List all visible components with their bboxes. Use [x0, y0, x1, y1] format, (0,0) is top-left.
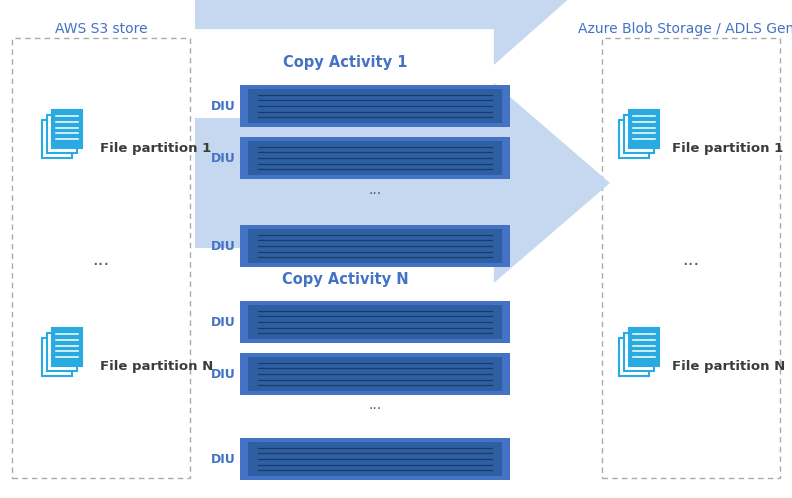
- Bar: [619, 120, 649, 158]
- Text: ...: ...: [368, 398, 382, 412]
- Text: DIU: DIU: [211, 316, 236, 329]
- Bar: [240, 225, 510, 267]
- Bar: [602, 38, 780, 478]
- Bar: [248, 357, 502, 391]
- Bar: [52, 110, 82, 148]
- Bar: [248, 141, 502, 175]
- Bar: [248, 89, 502, 123]
- Text: File partition N: File partition N: [672, 360, 785, 373]
- Polygon shape: [195, 0, 610, 65]
- Text: Copy Activity 1: Copy Activity 1: [283, 55, 407, 70]
- Text: ...: ...: [683, 251, 699, 269]
- Text: Copy Activity N: Copy Activity N: [282, 272, 409, 287]
- Text: File partition 1: File partition 1: [100, 141, 211, 154]
- Bar: [42, 120, 72, 158]
- Bar: [47, 333, 77, 371]
- Bar: [52, 328, 82, 366]
- Text: ...: ...: [368, 183, 382, 197]
- Bar: [629, 328, 659, 366]
- Text: DIU: DIU: [211, 151, 236, 164]
- Bar: [42, 338, 72, 376]
- Text: Azure Blob Storage / ADLS Gen2: Azure Blob Storage / ADLS Gen2: [578, 22, 792, 36]
- Bar: [12, 38, 190, 478]
- Bar: [248, 229, 502, 263]
- Text: File partition N: File partition N: [100, 360, 213, 373]
- Bar: [619, 338, 649, 376]
- Bar: [248, 305, 502, 339]
- Text: DIU: DIU: [211, 240, 236, 252]
- Bar: [47, 115, 77, 153]
- Bar: [240, 353, 510, 395]
- Bar: [624, 115, 654, 153]
- Text: DIU: DIU: [211, 453, 236, 466]
- Bar: [248, 442, 502, 476]
- Bar: [629, 110, 659, 148]
- Text: DIU: DIU: [211, 100, 236, 113]
- Text: ...: ...: [337, 248, 352, 262]
- Bar: [240, 438, 510, 480]
- Bar: [624, 333, 654, 371]
- Text: DIU: DIU: [211, 368, 236, 380]
- Polygon shape: [195, 83, 610, 283]
- Text: File partition 1: File partition 1: [672, 141, 783, 154]
- Bar: [240, 301, 510, 343]
- Bar: [240, 85, 510, 127]
- Text: ...: ...: [93, 251, 109, 269]
- Bar: [240, 137, 510, 179]
- Text: AWS S3 store: AWS S3 store: [55, 22, 147, 36]
